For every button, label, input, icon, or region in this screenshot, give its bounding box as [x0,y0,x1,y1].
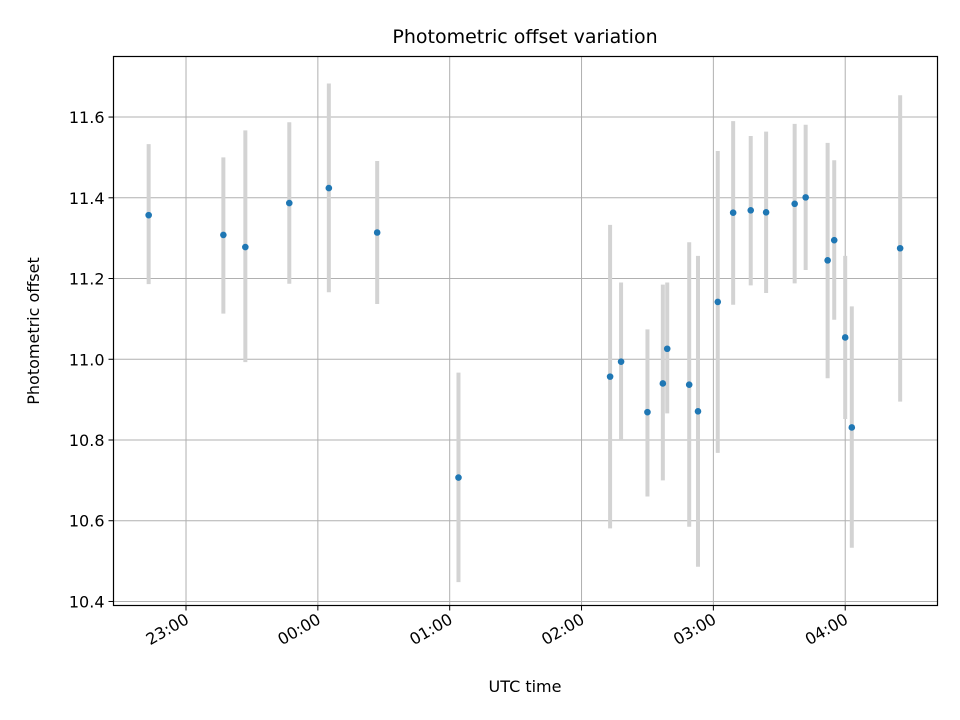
data-point [663,345,671,353]
data-point [896,244,904,252]
data-point [644,408,651,416]
y-tick-label: 11.0 [69,350,105,369]
x-tick-label: 03:00 [670,610,719,650]
data-point [802,194,809,201]
data-point [791,200,798,208]
x-tick-label: 04:00 [802,610,851,650]
errorbar-layer [146,83,903,583]
data-point [762,209,770,216]
x-axis-label: UTC time [489,677,562,696]
data-point [830,236,838,244]
chart-title: Photometric offset variation [392,26,657,48]
data-point [714,298,722,306]
data-point [606,373,614,380]
data-point [373,229,381,236]
y-tick-label: 11.4 [69,189,105,208]
data-point [824,257,831,264]
point-layer [145,184,904,481]
x-tick-label: 00:00 [274,610,323,650]
data-point [694,408,702,415]
y-tick-label: 11.6 [69,108,105,127]
x-tick-label: 23:00 [143,610,192,650]
data-point [617,358,625,365]
data-point [659,380,667,387]
y-tick-label: 10.8 [69,431,105,450]
data-point [455,474,462,481]
x-tick-label: 02:00 [538,610,587,650]
data-point [285,199,293,207]
data-point [747,207,755,214]
data-point [685,381,693,388]
grid-layer [113,56,938,606]
data-point [325,184,333,192]
data-point [220,231,227,239]
y-axis-label: Photometric offset [24,257,43,405]
data-point [848,424,856,431]
y-tick-label: 10.4 [69,592,105,611]
data-point [145,211,152,219]
x-tick-label: 01:00 [406,610,455,650]
y-tick-label: 11.2 [69,270,105,289]
data-point [242,243,249,251]
data-point [729,209,737,217]
data-point [841,334,849,341]
plot-frame [112,55,939,607]
y-tick-label: 10.6 [69,512,105,531]
